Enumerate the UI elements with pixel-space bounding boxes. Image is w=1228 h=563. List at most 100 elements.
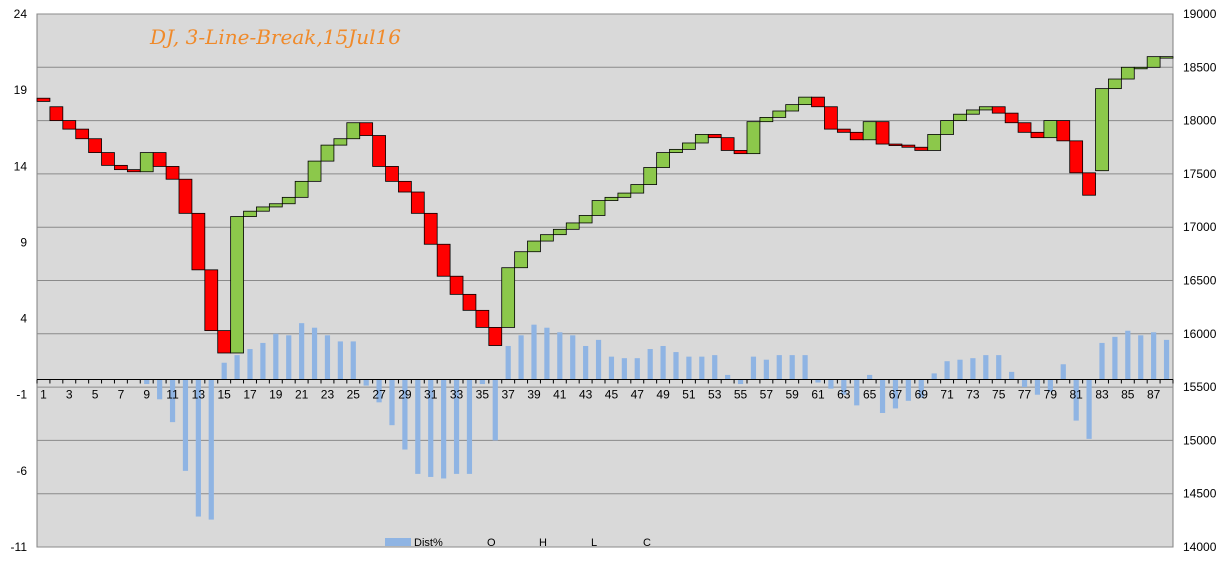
x-tick-label: 63 [837,387,851,401]
up-box [230,216,244,354]
dist-bar [763,359,769,380]
x-tick-label: 37 [502,387,516,401]
x-tick-label: 25 [347,387,361,401]
legend: Dist% O H L C [385,537,651,549]
dist-bar [1151,332,1157,380]
down-box [398,180,412,193]
up-box [552,228,567,236]
dist-bar [686,356,692,380]
down-box [824,106,838,130]
dist-bar [789,355,795,380]
chart-title: DJ, 3-Line-Break,15Jul16 [149,25,401,49]
down-box [733,150,748,155]
up-box [798,96,812,106]
dist-bar [531,324,537,380]
down-box [914,146,929,151]
down-box [178,178,193,214]
down-box [1004,112,1019,124]
dist-bar [479,379,485,385]
up-box [617,192,632,198]
dist-bar [828,379,834,389]
dist-bar [996,355,1002,380]
x-tick-label: 51 [682,387,696,401]
dist-bar [1086,379,1092,439]
x-tick-label: 35 [476,387,490,401]
up-box [320,144,335,162]
up-box [1159,56,1174,59]
dist-bar [1034,379,1041,395]
x-tick-label: 65 [863,387,877,401]
dist-bar [247,349,253,380]
x-tick-label: 57 [760,387,774,401]
dist-bar [634,358,640,380]
x-tick-label: 67 [889,387,903,401]
line-break-boxes [36,56,1174,354]
right-tick-label: 14500 [1183,487,1217,501]
down-box [62,120,77,130]
x-tick-label: 7 [118,387,125,401]
up-box [514,251,528,269]
dist-bar [1073,379,1079,421]
dist-bar [260,342,266,380]
down-box [1056,120,1071,142]
up-box [243,210,257,217]
dist-bar [944,361,950,380]
down-box [204,269,219,332]
x-tick-label: 41 [553,387,567,401]
dist-bar [918,379,924,398]
dist-bar [518,335,524,380]
dist-bar [169,379,176,423]
dist-bar [867,374,873,380]
left-tick-label: 4 [20,312,27,326]
left-tick-label: 9 [20,235,27,249]
right-tick-label: 18000 [1183,114,1217,128]
down-box [720,137,735,151]
x-tick-label: 85 [1121,387,1135,401]
dist-bar [208,379,214,520]
dist-bar [750,356,757,380]
x-tick-label: 69 [915,387,929,401]
up-box [1146,56,1161,68]
down-box [849,131,864,141]
up-box [694,134,709,144]
dist-bar [595,339,602,380]
up-box [746,121,761,155]
legend-entry: C [643,537,651,549]
x-tick-label: 33 [450,387,464,401]
down-box [1017,122,1032,133]
dist-bar [350,341,356,380]
dist-bars [144,323,1170,520]
up-box [1133,66,1148,70]
down-box [707,134,722,139]
x-tick-label: 83 [1095,387,1109,401]
x-tick-label: 45 [605,387,619,401]
right-tick-label: 17000 [1183,220,1217,234]
up-box [578,215,593,224]
down-box [488,327,503,346]
down-box [36,97,51,102]
dist-bar [712,355,718,380]
down-box [191,212,206,271]
down-box [901,144,916,148]
dist-bar [376,379,382,403]
x-tick-label: 61 [811,387,825,401]
dist-bar [466,379,473,474]
dist-bar [583,345,589,380]
x-tick-label: 31 [424,387,438,401]
axes: 1 3 5 7 9 11 13 15 17 19 21 23 25 27 29 31 33 35 37 39 41 43 4… [11,7,1217,554]
dist-bar [1163,339,1170,380]
dist-bar [441,379,447,479]
up-box [268,203,283,208]
dist-bar [841,379,847,395]
up-box [333,138,348,146]
x-tick-label: 53 [708,387,722,401]
right-tick-label: 16000 [1183,327,1217,341]
right-tick-label: 14000 [1183,540,1217,554]
dist-bar [892,379,899,409]
dist-bar [983,355,989,380]
x-tick-label: 11 [166,387,179,401]
dist-bar [182,379,189,471]
up-box [656,152,670,168]
